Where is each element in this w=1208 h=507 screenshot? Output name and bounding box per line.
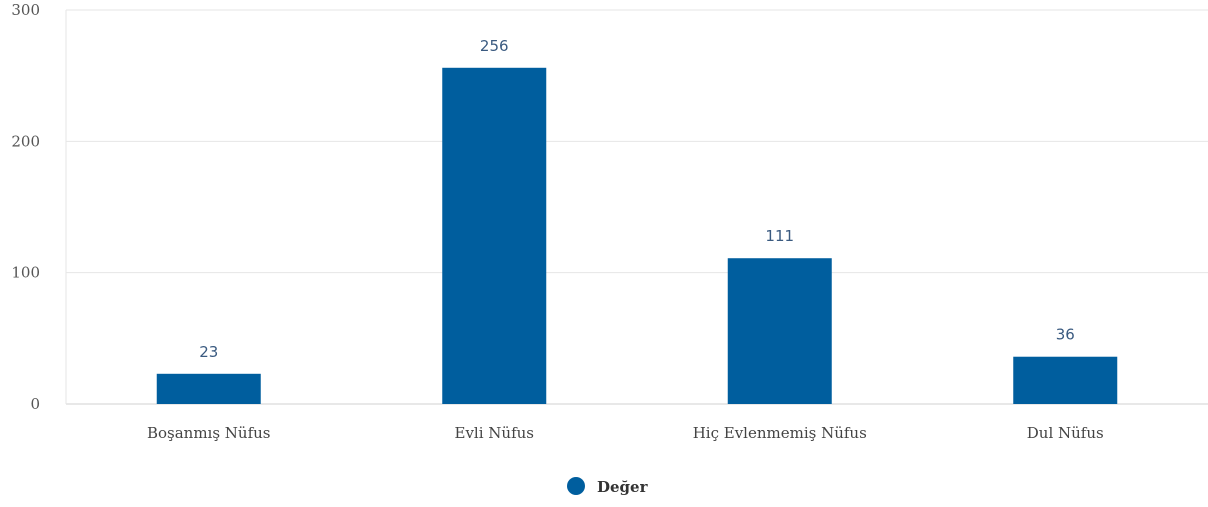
legend[interactable]: Değer	[567, 477, 649, 496]
bar[interactable]	[442, 67, 547, 404]
data-label: 256	[480, 37, 509, 55]
y-tick-label: 300	[11, 1, 40, 19]
data-label: 111	[765, 227, 794, 245]
x-axis: Boşanmış Nüfus Evli Nüfus Hiç Evlenmemiş N…	[147, 424, 1104, 442]
bar[interactable]	[156, 373, 261, 404]
legend-label: Değer	[597, 478, 649, 496]
y-tick-label: 0	[30, 395, 40, 413]
x-tick-label: Boşanmış Nüfus	[147, 424, 271, 442]
gridlines	[65, 9, 1208, 405]
bars	[156, 67, 1118, 404]
y-tick-label: 200	[11, 132, 40, 150]
data-label: 23	[199, 343, 218, 361]
x-tick-label: Evli Nüfus	[455, 424, 534, 442]
bar[interactable]	[727, 258, 832, 404]
x-tick-label: Hiç Evlenmemiş Nüfus	[693, 424, 867, 442]
data-labels: 23 256 111 36	[199, 37, 1075, 361]
x-tick-label: Dul Nüfus	[1027, 424, 1104, 442]
bar[interactable]	[1013, 356, 1118, 404]
data-label: 36	[1056, 326, 1075, 344]
y-axis: 0 100 200 300	[11, 1, 40, 413]
y-tick-label: 100	[11, 264, 40, 282]
legend-marker-icon	[567, 477, 585, 495]
